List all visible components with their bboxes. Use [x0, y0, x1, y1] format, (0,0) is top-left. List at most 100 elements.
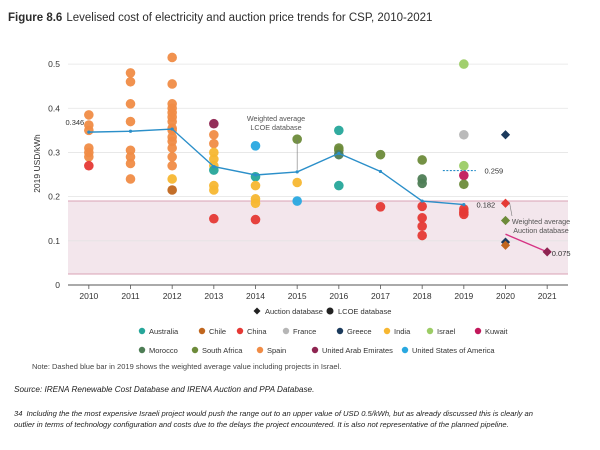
legend-swatch — [336, 327, 344, 335]
lcoe-weighted-average-line — [88, 128, 464, 206]
legend-swatch — [311, 346, 319, 354]
auction-range-band — [68, 201, 568, 274]
lcoe-point — [378, 169, 383, 174]
project-point — [167, 116, 177, 127]
legend-label: China — [247, 327, 267, 336]
project-point — [209, 213, 219, 224]
legend-marker-label: LCOE database — [338, 307, 391, 316]
lcoe-point — [420, 199, 424, 203]
project-point — [250, 180, 261, 191]
footnote-text: Including the the most expensive Israeli… — [14, 409, 533, 429]
lcoe-point — [295, 170, 299, 174]
x-tick-label: 2019 — [454, 291, 473, 301]
legend-label: Chile — [209, 327, 226, 336]
legend-swatch — [236, 327, 244, 335]
legend-swatch — [282, 327, 290, 335]
project-point — [334, 125, 344, 136]
legend-label: Australia — [149, 327, 179, 336]
project-point — [209, 138, 219, 149]
legend-swatch — [426, 327, 434, 335]
project-point — [459, 179, 469, 190]
project-point — [167, 143, 177, 153]
project-point — [334, 180, 344, 191]
chart: 0 0.1 0.2 0.3 0.4 0.5 2019 USD/kWh 2010 2011 2012… — [32, 52, 571, 355]
lcoe-point — [462, 202, 466, 207]
footnote: 34 Including the the most expensive Israe… — [14, 408, 554, 430]
auction-point — [542, 247, 552, 257]
legend-label: France — [293, 327, 316, 336]
data-label: 0.259 — [484, 167, 503, 176]
auction-point — [500, 198, 511, 208]
project-point — [417, 155, 427, 165]
project-point — [209, 118, 219, 129]
project-point — [167, 79, 177, 89]
project-point — [84, 160, 94, 171]
lcoe-point — [87, 130, 91, 134]
auction-point — [500, 130, 511, 140]
project-point — [84, 152, 94, 162]
y-tick-label: 0.3 — [48, 147, 60, 157]
annotation-auction-text: Weighted average — [512, 217, 570, 226]
legend-swatch — [191, 346, 199, 354]
project-point — [125, 99, 136, 109]
annotation-lcoe-text: Weighted average — [247, 114, 305, 123]
project-point — [209, 154, 219, 164]
x-tick-label: 2015 — [288, 291, 307, 301]
legend-swatch — [383, 327, 391, 335]
legend-swatch — [474, 327, 482, 335]
y-tick-label: 0.5 — [48, 59, 60, 69]
legend-swatch — [401, 346, 409, 354]
legend-label: Spain — [267, 346, 286, 355]
x-tick-label: 2018 — [413, 291, 432, 301]
chart-note: Note: Dashed blue bar in 2019 shows the … — [32, 362, 342, 371]
auction-weighted-average-line — [505, 233, 548, 253]
project-point — [125, 158, 136, 169]
project-point — [459, 170, 469, 181]
project-point — [292, 134, 302, 144]
source-line: Source: IRENA Renewable Cost Database an… — [14, 385, 315, 394]
legend-label: India — [394, 327, 411, 336]
annotation-auction-text: Auction database — [513, 226, 569, 235]
project-point — [250, 141, 261, 151]
y-axis-label: 2019 USD/kWh — [32, 134, 42, 193]
project-point — [209, 147, 219, 158]
figure-title: Figure 8.6 Levelised cost of electricity … — [8, 12, 432, 24]
x-tick-label: 2011 — [121, 291, 140, 301]
legend-swatch — [256, 346, 264, 354]
legend-label: Kuwait — [485, 327, 508, 336]
auction-point — [500, 215, 511, 226]
lcoe-point — [212, 164, 216, 169]
data-label: 0.075 — [552, 249, 571, 258]
project-point — [167, 174, 177, 184]
y-tick-label: 0.4 — [48, 103, 60, 113]
x-tick-label: 2014 — [246, 291, 265, 301]
lcoe-point — [253, 173, 258, 177]
project-point — [125, 68, 136, 78]
figure-number: Figure 8.6 — [8, 12, 63, 24]
annotation-auction-leader — [509, 202, 513, 217]
project-point — [417, 201, 427, 212]
lcoe-point — [337, 151, 341, 155]
project-point — [125, 145, 136, 156]
y-tick-label: 0 — [55, 280, 60, 290]
legend-label: Morocco — [149, 346, 178, 355]
project-point — [167, 160, 177, 171]
lcoe-point — [128, 129, 133, 133]
project-point — [250, 198, 261, 209]
x-tick-label: 2012 — [163, 291, 182, 301]
y-tick-label: 0.2 — [48, 192, 60, 202]
project-point — [209, 185, 219, 195]
project-point — [250, 214, 261, 225]
project-point — [459, 129, 469, 140]
figure-title-text: Levelised cost of electricity and auctio… — [66, 12, 433, 24]
x-tick-label: 2020 — [496, 291, 515, 301]
project-point — [125, 174, 136, 184]
x-tick-label: 2010 — [79, 291, 98, 301]
lcoe-point — [170, 127, 174, 131]
project-point — [292, 196, 302, 206]
x-tick-label: 2017 — [371, 291, 390, 301]
annotation-lcoe-text: LCOE database — [250, 123, 301, 132]
x-tick-label: 2021 — [538, 291, 557, 301]
project-point — [375, 149, 386, 160]
project-point — [209, 129, 219, 140]
